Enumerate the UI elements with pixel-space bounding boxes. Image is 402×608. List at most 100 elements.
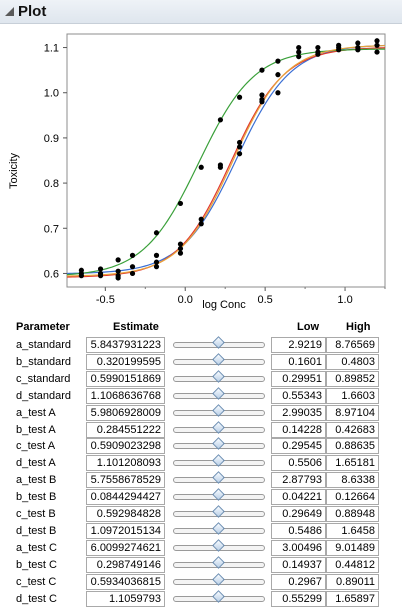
estimate-slider[interactable] [173, 420, 265, 435]
estimate-field[interactable]: 0.284551222 [86, 421, 165, 438]
estimate-slider[interactable] [173, 505, 265, 519]
high-field[interactable]: 9.01489 [326, 539, 379, 556]
estimate-slider[interactable] [173, 369, 265, 384]
data-point [217, 117, 224, 123]
parameter-name: b_test C [16, 558, 57, 571]
low-field[interactable]: 0.29545 [271, 438, 326, 455]
table-row: c_test A 0.5909023298 0.29545 0.88635 [0, 437, 402, 455]
low-field[interactable]: 0.29649 [271, 506, 326, 522]
high-field[interactable]: 1.6603 [326, 387, 379, 404]
data-point [78, 273, 84, 279]
data-point [259, 99, 265, 105]
high-field[interactable]: 1.6458 [326, 522, 379, 539]
estimate-field[interactable]: 0.298749146 [86, 556, 165, 573]
high-field[interactable]: 0.88635 [326, 438, 379, 455]
estimate-slider[interactable] [173, 336, 265, 350]
data-point [374, 38, 380, 44]
low-field[interactable]: 2.9219 [271, 337, 326, 353]
low-field[interactable]: 0.14937 [271, 556, 326, 573]
y-tick-label: 0.6 [44, 268, 59, 280]
high-field[interactable]: 0.89011 [326, 573, 379, 590]
low-field[interactable]: 0.55299 [271, 590, 326, 607]
low-field[interactable]: 0.29951 [271, 370, 326, 387]
table-row: c_test C 0.5934036815 0.2967 0.89011 [0, 572, 402, 591]
estimate-slider[interactable] [173, 589, 265, 604]
estimate-field[interactable]: 0.5990151869 [86, 370, 165, 387]
data-point [374, 49, 380, 55]
estimate-slider[interactable] [173, 454, 265, 468]
high-field[interactable]: 1.65897 [326, 590, 379, 607]
low-field[interactable]: 0.2967 [271, 573, 326, 590]
plot-header: Plot [0, 0, 402, 24]
table-row: b_standard 0.320199595 0.1601 0.4803 [0, 353, 402, 371]
high-field[interactable]: 0.44812 [326, 556, 379, 573]
estimate-field[interactable]: 0.0844294427 [86, 489, 165, 506]
data-point [129, 270, 136, 277]
estimate-slider[interactable] [173, 555, 265, 570]
data-point [296, 44, 302, 51]
low-field[interactable]: 3.00496 [271, 539, 326, 556]
estimate-field[interactable]: 0.5909023298 [86, 438, 165, 455]
estimate-field[interactable]: 5.9806928009 [86, 404, 165, 421]
estimate-field[interactable]: 0.320199595 [86, 353, 165, 370]
high-field[interactable]: 8.97104 [326, 404, 379, 421]
estimate-field[interactable]: 5.7558678529 [86, 472, 165, 489]
estimate-field[interactable]: 5.8437931223 [86, 337, 165, 353]
high-field[interactable]: 0.88948 [326, 506, 379, 522]
data-point [236, 151, 243, 157]
y-axis-label: Toxicity [8, 152, 20, 190]
estimate-slider[interactable] [173, 437, 265, 451]
data-point [177, 200, 184, 207]
high-field[interactable]: 8.76569 [326, 337, 379, 353]
estimate-field[interactable]: 0.592984828 [86, 506, 165, 522]
x-tick-label: 0.5 [258, 294, 273, 306]
estimate-field[interactable]: 6.0099274621 [86, 539, 165, 556]
low-field[interactable]: 0.04221 [271, 489, 326, 506]
estimate-field[interactable]: 1.1059793 [86, 590, 165, 607]
high-field[interactable]: 0.4803 [326, 353, 379, 370]
parameter-name: c_test B [16, 508, 56, 520]
low-field[interactable]: 0.5506 [271, 455, 326, 472]
estimate-field[interactable]: 1.101208093 [86, 455, 165, 472]
low-field[interactable]: 0.55343 [271, 387, 326, 404]
table-row: a_test C 6.0099274621 3.00496 9.01489 [0, 538, 402, 557]
estimate-field[interactable]: 1.1068636768 [86, 387, 165, 404]
parameter-name: a_test A [16, 406, 56, 419]
high-field[interactable]: 0.42683 [326, 421, 379, 438]
low-field[interactable]: 0.14228 [271, 421, 326, 438]
low-field[interactable]: 2.99035 [271, 404, 326, 421]
data-point [259, 67, 265, 73]
data-point [129, 252, 136, 258]
x-tick-label: 1.0 [337, 294, 352, 306]
low-field[interactable]: 0.5486 [271, 522, 326, 539]
table-row: d_standard 1.1068636768 0.55343 1.6603 [0, 386, 402, 405]
high-field[interactable]: 8.6338 [326, 472, 379, 489]
estimate-slider[interactable] [173, 572, 265, 587]
data-point [374, 42, 380, 48]
estimate-slider[interactable] [173, 538, 265, 553]
data-point [97, 273, 104, 279]
x-axis-label: log Conc [202, 299, 246, 311]
high-field[interactable]: 1.65181 [326, 455, 379, 472]
low-field[interactable]: 2.87793 [271, 472, 326, 489]
high-field[interactable]: 0.89852 [326, 370, 379, 387]
data-point [355, 40, 361, 46]
data-point [153, 264, 160, 270]
data-point [315, 49, 321, 55]
parameter-name: a_standard [16, 339, 72, 351]
estimate-slider[interactable] [173, 386, 265, 401]
estimate-field[interactable]: 0.5934036815 [86, 573, 165, 590]
estimate-slider[interactable] [173, 488, 265, 502]
estimate-slider[interactable] [173, 353, 265, 367]
low-field[interactable]: 0.1601 [271, 353, 326, 370]
estimate-slider[interactable] [173, 522, 265, 536]
high-field[interactable]: 0.12664 [326, 489, 379, 506]
estimate-slider[interactable] [173, 471, 265, 485]
parameter-name: a_test C [16, 541, 57, 554]
data-point [177, 245, 184, 252]
estimate-slider[interactable] [173, 403, 265, 418]
parameter-name: d_test B [16, 524, 57, 537]
estimate-field[interactable]: 1.0972015134 [86, 522, 165, 539]
data-point [275, 90, 281, 96]
disclosure-triangle-icon[interactable] [5, 7, 14, 16]
